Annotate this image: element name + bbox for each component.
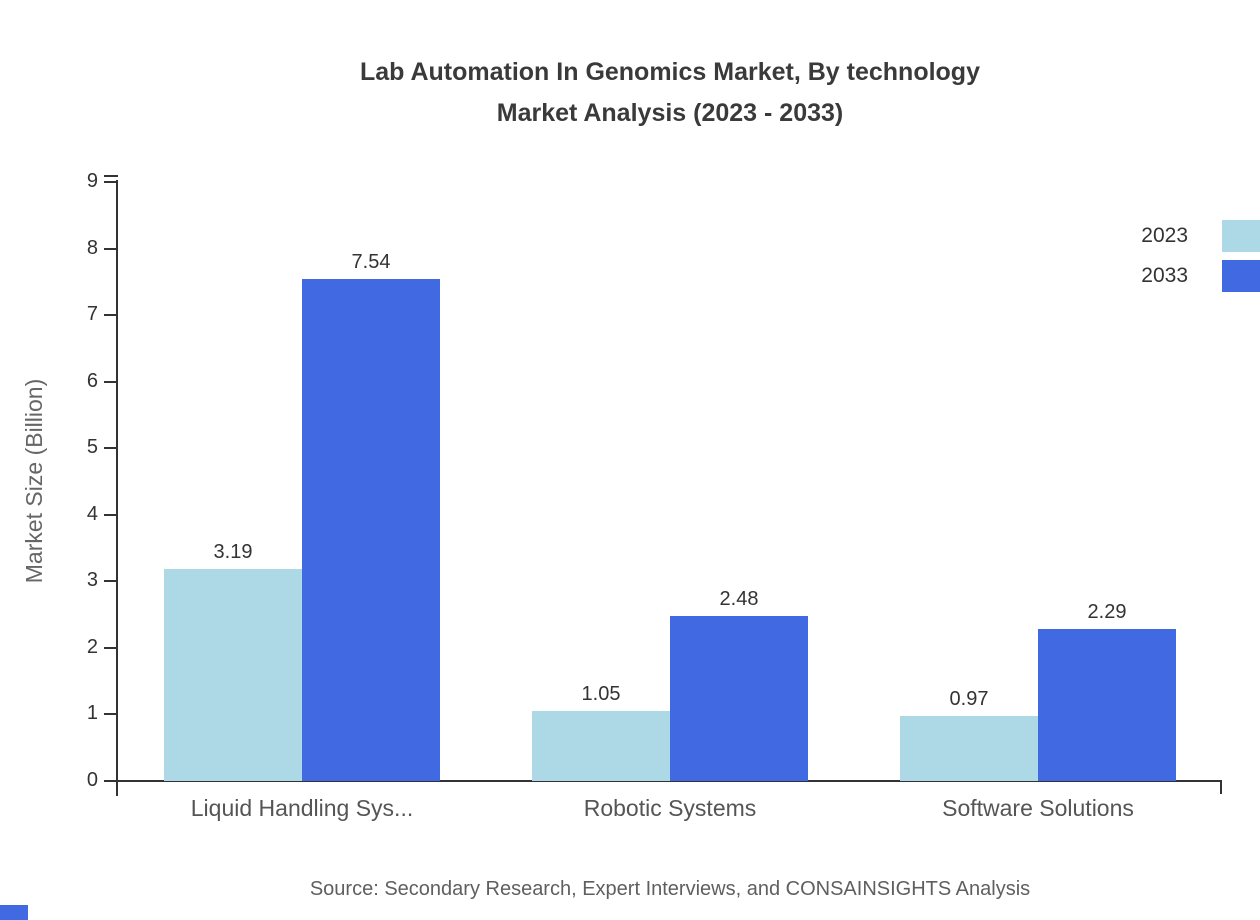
y-tick-mark xyxy=(104,247,118,250)
legend-label-2033: 2033 xyxy=(1141,264,1188,287)
y-tick-label: 2 xyxy=(86,635,98,658)
y-tick-mark xyxy=(104,646,118,649)
legend-swatch-2033 xyxy=(1222,260,1260,292)
bar-2033-1 xyxy=(302,279,440,781)
x-axis-end-tick xyxy=(1220,780,1222,794)
y-tick-mark xyxy=(104,181,118,183)
y-tick-label: 0 xyxy=(86,769,98,791)
y-tick-label: 6 xyxy=(86,369,98,392)
category-label: Software Solutions xyxy=(942,795,1134,821)
y-tick-label: 7 xyxy=(86,303,98,326)
chart-title: Lab Automation In Genomics Market, By te… xyxy=(80,52,1260,134)
bar-2023-3 xyxy=(900,716,1038,781)
legend-swatch-2023 xyxy=(1222,220,1260,252)
y-tick-mark xyxy=(104,380,118,383)
y-axis-cap xyxy=(104,175,118,177)
x-axis-line xyxy=(110,780,1222,782)
brand-mark xyxy=(0,905,28,920)
y-tick-label: 5 xyxy=(86,436,98,459)
y-tick-label: 9 xyxy=(86,170,98,192)
y-tick-mark xyxy=(104,447,118,450)
value-label: 1.05 xyxy=(581,683,621,706)
y-tick-mark xyxy=(104,713,118,716)
value-label: 2.29 xyxy=(1087,600,1127,623)
source-attribution: Source: Secondary Research, Expert Inter… xyxy=(309,878,1031,900)
y-tick-label: 4 xyxy=(86,502,98,525)
category-label: Robotic Systems xyxy=(583,795,757,821)
y-tick-mark xyxy=(104,513,118,516)
y-tick-label: 8 xyxy=(86,236,98,259)
bar-2023-1 xyxy=(164,568,302,781)
chart-title-line-2: Market Analysis (2023 - 2033) xyxy=(496,99,844,127)
y-tick-mark xyxy=(104,314,118,317)
bar-2023-2 xyxy=(532,711,670,781)
y-tick-label: 3 xyxy=(86,569,98,592)
value-label: 3.19 xyxy=(213,540,253,563)
y-tick-mark xyxy=(104,780,118,782)
legend-label-2023: 2023 xyxy=(1141,224,1188,247)
value-label: 2.48 xyxy=(719,587,759,610)
bar-2033-2 xyxy=(670,615,808,781)
category-label: Liquid Handling Sys... xyxy=(190,795,414,821)
value-label: 0.97 xyxy=(949,688,989,711)
y-axis-line xyxy=(116,180,118,796)
bar-2033-3 xyxy=(1038,628,1176,781)
y-tick-label: 1 xyxy=(86,702,98,725)
value-label: 7.54 xyxy=(351,251,391,274)
chart-title-line-1: Lab Automation In Genomics Market, By te… xyxy=(360,58,980,86)
y-tick-mark xyxy=(104,580,118,583)
